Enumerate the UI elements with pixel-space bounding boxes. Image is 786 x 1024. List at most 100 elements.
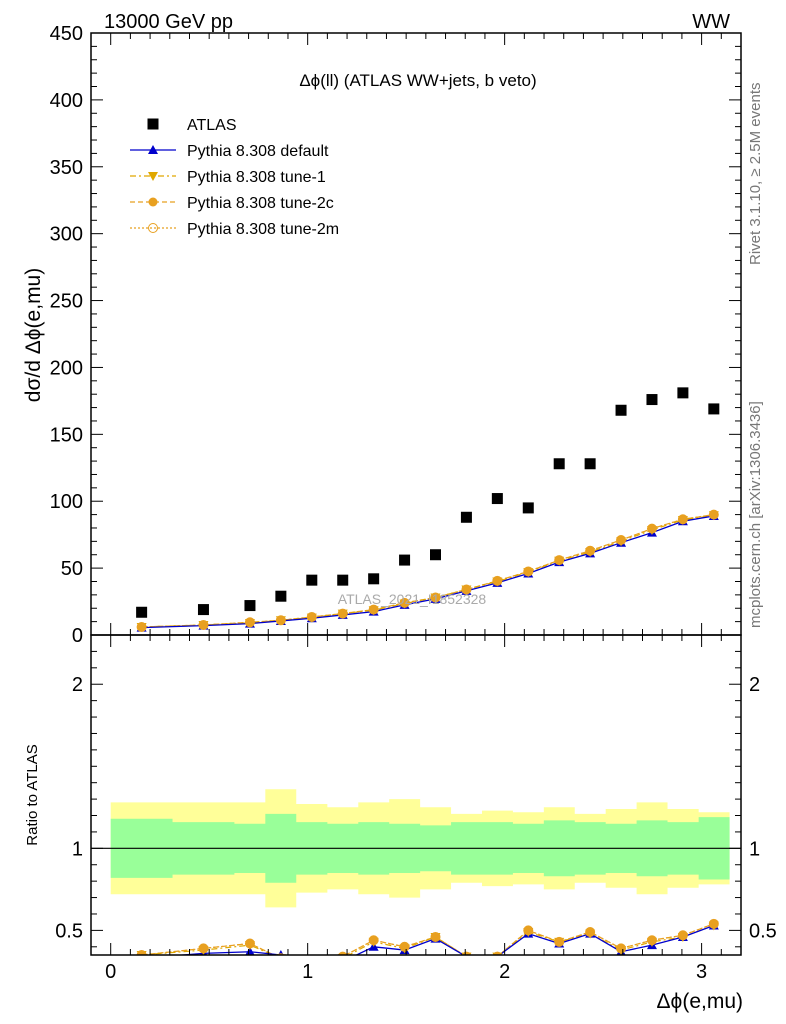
ratio-marker-tune2m (461, 951, 472, 955)
ratio-marker-tune2c (523, 925, 533, 935)
ratio-plot-data (91, 789, 741, 966)
main-data-point (708, 403, 720, 415)
main-marker-tune2c (276, 615, 286, 625)
header-energy-label: 13000 GeV pp (104, 11, 233, 33)
main-marker-tune2c (585, 546, 595, 556)
main-data-point (430, 549, 441, 561)
main-data-point (337, 574, 349, 586)
main-series-line-2 (141, 514, 714, 628)
ratio-marker-tune2c (245, 939, 255, 949)
ratio-marker-tune2c (647, 935, 657, 945)
legend-marker-atlas (147, 118, 159, 130)
ratio-marker-tune2m (277, 953, 285, 955)
main-y-tick-label: 250 (50, 291, 83, 313)
ratio-marker-tune2m (399, 941, 410, 952)
main-y-tick-label: 0 (72, 625, 83, 647)
ratio-marker-tune2c (585, 927, 595, 937)
analysis-watermark: ATLAS_2021_I1852328 (338, 591, 487, 607)
ratio-y-tick-label: 0.5 (55, 920, 83, 942)
ratio-plot-frame (90, 634, 742, 956)
main-marker-tune2c (523, 566, 533, 576)
ratio-x-tick-label: 1 (302, 961, 313, 983)
main-data-point (197, 604, 209, 616)
main-data-point (584, 458, 596, 470)
ratio-marker-tune2m (136, 950, 147, 955)
main-marker-tune2c (709, 510, 719, 520)
main-y-tick-label: 150 (50, 424, 83, 446)
main-marker-tune2c (307, 612, 317, 622)
main-data-point (677, 387, 689, 399)
legend-entry-label: Pythia 8.308 tune-2m (187, 221, 339, 238)
main-y-tick-label: 300 (50, 224, 83, 246)
ratio-y-axis: 0.5 0.5 1 1 2 2 (55, 650, 777, 948)
main-marker-tune2c (369, 605, 379, 615)
ratio-marker-tune2c (554, 937, 564, 947)
main-marker-tune2m (430, 592, 441, 603)
ratio-series-line-0 (174, 924, 715, 955)
main-data-point (553, 458, 565, 470)
legend-entry-label: Pythia 8.308 default (187, 143, 329, 160)
main-marker-tune2m (244, 617, 255, 628)
ratio-marker-tune2m (646, 935, 657, 946)
main-marker-tune2c (338, 609, 348, 619)
ratio-series-line-1 (141, 924, 715, 955)
ratio-marker-tune2c (678, 930, 688, 940)
ratio-x-tick-label: 3 (696, 961, 707, 983)
ratio-marker-default (245, 946, 255, 955)
main-data-point (306, 574, 318, 586)
main-marker-tune2m (337, 608, 348, 619)
main-data-point (368, 573, 380, 585)
legend-entry-label: Pythia 8.308 tune-2c (187, 195, 334, 212)
main-y-tick-label: 450 (50, 23, 83, 45)
ratio-marker-tune2c (431, 932, 440, 942)
ratio-marker-tune2m (616, 943, 627, 954)
main-y-tick-label: 350 (50, 157, 83, 179)
ratio-series-line-2 (141, 923, 715, 955)
main-marker-tune2c (554, 555, 564, 565)
ratio-marker-tune2c (709, 919, 719, 929)
ratio-marker-tune2m (677, 930, 688, 941)
ratio-x-axis: 0 1 2 3 (105, 635, 722, 983)
main-marker-tune2m (554, 555, 565, 566)
main-y-tick-label: 50 (61, 558, 83, 580)
ratio-marker-tune2m (338, 951, 348, 955)
ratio-marker-tune2c (369, 935, 379, 945)
ratio-x-tick-label: 0 (105, 961, 116, 983)
main-data-point (646, 394, 658, 406)
ratio-marker-tune2m (368, 935, 379, 946)
main-y-axis-label: dσ/d Δϕ(e,mu) (22, 268, 45, 402)
main-marker-tune2c (245, 617, 255, 627)
legend-marker-tune2m (148, 223, 158, 233)
ratio-marker-tune2c (198, 943, 208, 953)
mcplots-label: mcplots.cern.ch [arXiv:1306.3436] (747, 401, 764, 628)
main-data-point (522, 502, 534, 514)
ratio-x-axis-label: Δϕ(e,mu) (657, 990, 743, 1013)
ratio-y-tick-label: 1 (72, 838, 83, 860)
main-x-axis (110, 33, 722, 635)
ratio-marker-tune2c (400, 942, 410, 952)
ratio-marker-tune2m (523, 925, 534, 936)
main-y-axis: 0 50 100 150 200 250 300 350 400 450 (50, 23, 741, 647)
main-data-point (136, 606, 148, 618)
main-series-line-1 (141, 515, 714, 629)
main-marker-tune2m (198, 619, 209, 630)
ratio-marker-tune2m (430, 931, 441, 942)
main-marker-tune2m (492, 575, 503, 586)
main-marker-tune2m (677, 514, 688, 525)
ratio-y-tick-label: 2 (72, 674, 83, 696)
ratio-marker-tune2m (554, 936, 565, 947)
legend-entry-label: ATLAS (187, 117, 237, 134)
ratio-marker-tune2m (708, 918, 719, 929)
ratio-marker-tune2m (198, 943, 209, 954)
ratio-series-line-3 (141, 923, 715, 955)
ratio-marker-tune2m (585, 927, 596, 938)
main-series-line-4 (141, 514, 714, 628)
main-marker-tune2c (678, 514, 688, 524)
ratio-marker-default (338, 957, 348, 966)
main-marker-tune2m (275, 615, 286, 626)
main-series-line-3 (141, 514, 714, 628)
rivet-version-label: Rivet 3.1.10, ≥ 2.5M events (747, 83, 764, 266)
main-marker-tune2m (646, 523, 657, 534)
main-plot-data (136, 387, 720, 632)
